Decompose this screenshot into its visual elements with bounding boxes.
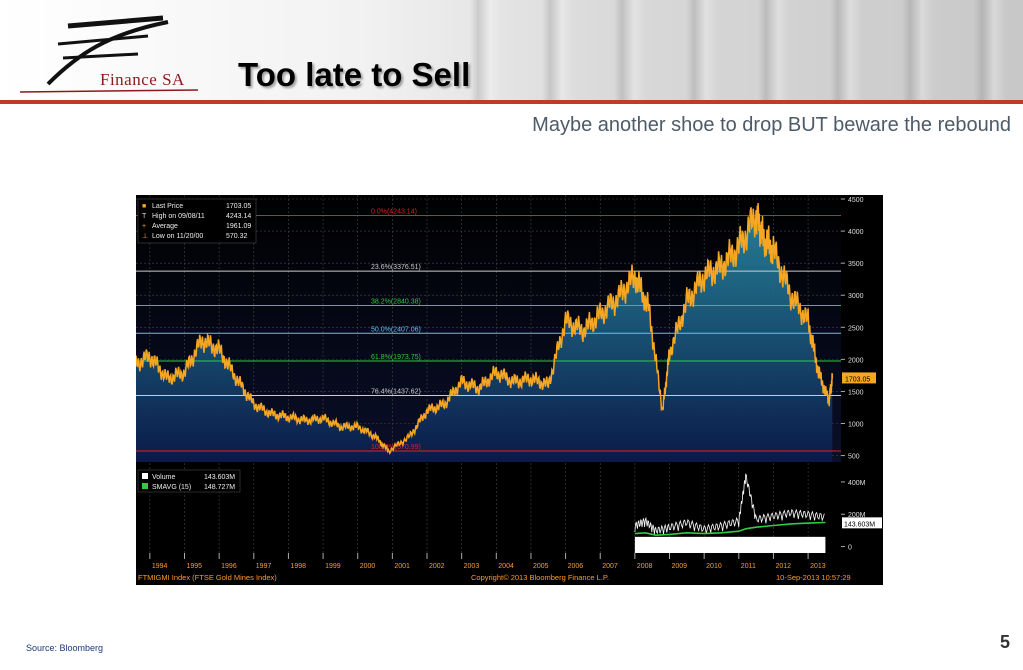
chart-footer-center: Copyright© 2013 Bloomberg Finance L.P. [471, 573, 609, 582]
x-tick-label: 2008 [637, 563, 653, 570]
y-tick-label: 1500 [848, 389, 864, 396]
fib-level-label: 23.6%(3376.51) [371, 264, 421, 271]
x-tick-label: 2000 [360, 563, 376, 570]
x-tick-label: 2002 [429, 563, 445, 570]
company-name: Finance SA [100, 70, 185, 89]
logo-mark-icon [19, 15, 199, 93]
last-price-tag [842, 372, 876, 384]
price-legend-symbol: + [142, 223, 146, 230]
y-tick-label: 1000 [848, 422, 864, 429]
header-background [0, 0, 1023, 102]
chart-svg: 0.0%(4243.14) 23.6%(3376.51) 38.2%(2840.38… [131, 195, 883, 585]
volume-legend: Volume 143.603M SMAVG (15) 148.727M [137, 469, 241, 493]
y-tick-label: 4500 [848, 197, 864, 204]
price-legend-label: Last Price [152, 203, 183, 210]
y-tick-label: 4000 [848, 229, 864, 236]
volume-base-area [634, 536, 826, 558]
volume-legend-swatch [142, 473, 148, 479]
company-logo [18, 14, 208, 94]
volume-legend-value: 143.603M [204, 474, 235, 481]
volume-line [634, 473, 825, 535]
smavg-line [634, 521, 826, 537]
y-tick-label: 500 [848, 454, 860, 461]
price-legend-label: Average [152, 223, 178, 230]
x-tick-label: 1997 [256, 563, 272, 570]
source-note: Source: Bloomberg [26, 643, 104, 653]
price-legend-label: High on 09/08/11 [152, 213, 205, 220]
x-tick-label: 2009 [672, 563, 688, 570]
fib-level-label: 61.8%(1973.75) [371, 354, 421, 361]
volume-legend-value: 148.727M [204, 484, 235, 491]
vol-y-tick-label: 400M [848, 480, 866, 487]
x-tick-label: 1999 [325, 563, 341, 570]
price-legend-symbol: ■ [142, 203, 146, 210]
price-legend-value: 1703.05 [226, 203, 251, 210]
fib-level-label: 100.0%(570.99) [371, 444, 421, 451]
x-tick-label: 1996 [221, 563, 237, 570]
y-tick-label: 2000 [848, 357, 864, 364]
volume-legend-label: SMAVG (15) [152, 484, 191, 491]
slide-subtitle: Maybe another shoe to drop BUT beware th… [532, 114, 1011, 136]
price-legend-symbol: T [142, 213, 147, 220]
price-legend-value: 1961.09 [226, 223, 251, 230]
volume-legend-label: Volume [152, 474, 175, 481]
x-tick-label: 2011 [741, 563, 756, 570]
page-number: 5 [1000, 632, 1011, 652]
x-tick-label: 1998 [290, 563, 306, 570]
vol-y-tick-label: 200M [848, 512, 866, 519]
x-tick-label: 2004 [498, 563, 514, 570]
vol-y-tick-label: 0 [848, 545, 852, 552]
volume-legend-swatch [142, 483, 148, 489]
x-tick-label: 2006 [568, 563, 584, 570]
chart-footer-left: FTMIGMI Index (FTSE Gold Mines Index) [138, 573, 277, 582]
price-area [132, 203, 833, 462]
price-legend-value: 570.32 [226, 233, 248, 240]
slide-title: Too late to Sell [238, 56, 471, 93]
fib-level-label: 0.0%(4243.14) [371, 208, 417, 215]
x-tick-label: 2010 [706, 563, 722, 570]
price-line [131, 202, 834, 456]
fib-level-label: 50.0%(2407.06) [371, 326, 421, 333]
header-building-image [430, 0, 1023, 102]
header-red-rule [0, 100, 1023, 104]
chart-footer-right: 10-Sep-2013 10:57:29 [776, 573, 851, 582]
last-volume-tag [842, 517, 882, 529]
volume-legend-box [137, 469, 241, 493]
x-tick-label: 2001 [394, 563, 410, 570]
last-price-label: 1703.05 [845, 376, 870, 383]
fib-level-label: 38.2%(2840.38) [371, 298, 421, 305]
fib-level-label: 76.4%(1437.62) [371, 388, 421, 395]
bloomberg-chart: 0.0%(4243.14) 23.6%(3376.51) 38.2%(2840.38… [131, 195, 883, 585]
x-tick-label: 2003 [464, 563, 480, 570]
x-tick-label: 2007 [602, 563, 618, 570]
last-volume-label: 143.603M [844, 521, 875, 528]
price-legend-symbol: ⊥ [142, 233, 148, 240]
x-tick-label: 2012 [775, 563, 791, 570]
x-tick-label: 1995 [187, 563, 203, 570]
y-tick-label: 2500 [848, 325, 864, 332]
price-legend-value: 4243.14 [226, 213, 251, 220]
y-tick-label: 3000 [848, 293, 864, 300]
x-tick-label: 1994 [152, 563, 168, 570]
x-tick-label: 2013 [810, 563, 826, 570]
price-legend-box [137, 198, 257, 244]
y-tick-label: 3500 [848, 261, 864, 268]
x-tick-label: 2005 [533, 563, 549, 570]
price-legend: ■ Last Price 1703.05 T High on 09/08/11 4243.… [137, 198, 257, 244]
price-legend-label: Low on 11/20/00 [152, 233, 203, 240]
